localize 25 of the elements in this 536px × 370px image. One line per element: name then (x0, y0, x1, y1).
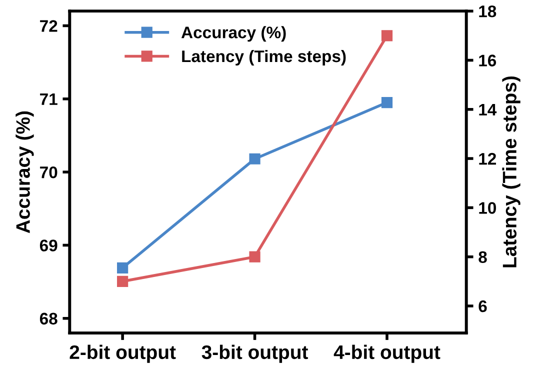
y2-tick-label: 6 (478, 300, 487, 312)
y2-tick-label: 10 (479, 202, 496, 214)
point (381, 96, 393, 108)
y2-axis-title: Latency (Time steps) (502, 76, 520, 268)
point (249, 153, 260, 164)
y2-tick-label: 8 (478, 251, 487, 264)
y-axis-title: Accuracy (%) (16, 111, 34, 234)
x-tick-label: 2-bit output (70, 344, 176, 363)
point (249, 251, 260, 262)
x-tick-label: 3-bit output (202, 344, 308, 363)
legend-label: Accuracy (%) (181, 26, 286, 42)
y2-tick-label: 14 (479, 104, 497, 116)
legend-label: Latency (Time steps) (182, 50, 346, 66)
y-tick-label: 68 (40, 312, 58, 325)
x-tick-label: 4-bit output (334, 344, 440, 363)
y2-tick-label: 16 (479, 54, 496, 66)
point (117, 262, 128, 274)
y2-tick-label: 18 (479, 6, 496, 18)
y-tick-label: 69 (40, 240, 58, 252)
point (117, 276, 128, 287)
y2-tick-label: 12 (479, 152, 496, 165)
y-tick-label: 72 (40, 20, 58, 32)
point (381, 30, 393, 42)
y-tick-label: 70 (40, 166, 58, 178)
y-tick-label: 71 (40, 93, 58, 105)
